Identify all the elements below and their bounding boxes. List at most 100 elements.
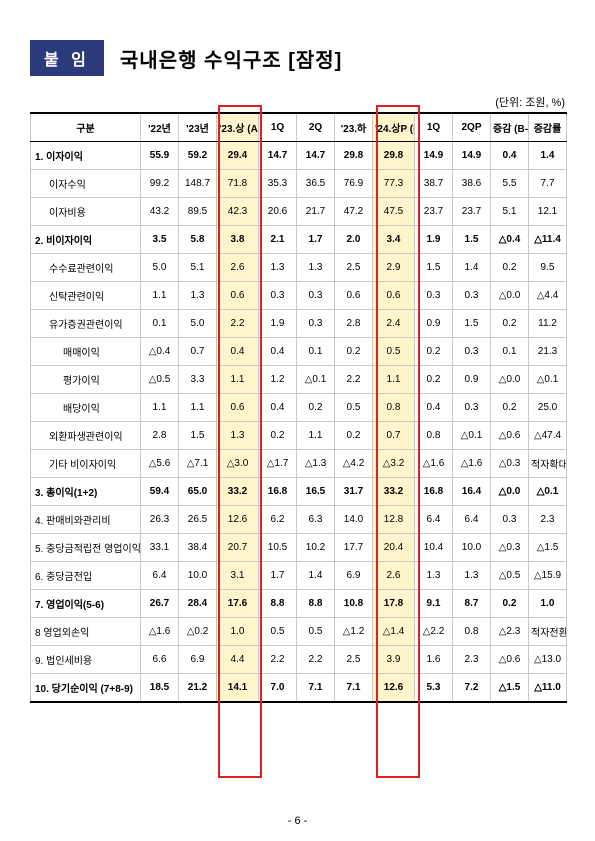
row-label: 5. 충당금적립전 영업이익(3-4): [31, 534, 141, 562]
col-q2a: 2Q: [297, 113, 335, 142]
row-label: 2. 비이자이익: [31, 226, 141, 254]
cell: 16.5: [297, 478, 335, 506]
table-row: 매매이익△0.40.70.40.40.10.20.50.20.30.121.3: [31, 338, 567, 366]
cell: 적자전환: [529, 618, 567, 646]
cell: 0.2: [491, 394, 529, 422]
cell: 3.8: [217, 226, 259, 254]
cell: 5.5: [491, 170, 529, 198]
row-label: 외환파생관련이익: [31, 422, 141, 450]
col-y23: '23년: [179, 113, 217, 142]
cell: 1.3: [179, 282, 217, 310]
cell: 28.4: [179, 590, 217, 618]
cell: 1.3: [259, 254, 297, 282]
cell: 7.2: [453, 674, 491, 703]
cell: 1.5: [453, 310, 491, 338]
cell: 1.4: [297, 562, 335, 590]
cell: △0.1: [297, 366, 335, 394]
cell: 42.3: [217, 198, 259, 226]
cell: 0.6: [373, 282, 415, 310]
cell: 7.1: [335, 674, 373, 703]
table-row: 8 영업외손익△1.6△0.21.00.50.5△1.2△1.4△2.20.8△…: [31, 618, 567, 646]
row-label: 이자비용: [31, 198, 141, 226]
cell: △7.1: [179, 450, 217, 478]
cell: 3.3: [179, 366, 217, 394]
cell: △1.6: [141, 618, 179, 646]
cell: 0.5: [259, 618, 297, 646]
page-number: - 6 -: [0, 815, 595, 827]
cell: 2.8: [335, 310, 373, 338]
cell: 1.4: [453, 254, 491, 282]
cell: △4.2: [335, 450, 373, 478]
cell: 12.6: [217, 506, 259, 534]
table-row: 3. 총이익(1+2)59.465.033.216.816.531.733.21…: [31, 478, 567, 506]
cell: 0.1: [491, 338, 529, 366]
cell: 10.5: [259, 534, 297, 562]
row-label: 1. 이자이익: [31, 142, 141, 170]
cell: △0.3: [491, 534, 529, 562]
cell: △0.5: [141, 366, 179, 394]
cell: 0.2: [297, 394, 335, 422]
col-h24b: '24.상P (B): [373, 113, 415, 142]
row-label: 4. 판매비와관리비: [31, 506, 141, 534]
cell: 5.0: [179, 310, 217, 338]
col-diff: 증감 (B-A): [491, 113, 529, 142]
cell: 0.2: [415, 366, 453, 394]
cell: 26.7: [141, 590, 179, 618]
cell: 1.6: [415, 646, 453, 674]
row-label: 7. 영업이익(5-6): [31, 590, 141, 618]
cell: △3.0: [217, 450, 259, 478]
cell: 36.5: [297, 170, 335, 198]
cell: △5.6: [141, 450, 179, 478]
cell: 21.7: [297, 198, 335, 226]
cell: 7.7: [529, 170, 567, 198]
cell: 6.4: [415, 506, 453, 534]
row-label: 평가이익: [31, 366, 141, 394]
cell: 0.2: [491, 310, 529, 338]
cell: 1.7: [259, 562, 297, 590]
cell: 2.0: [335, 226, 373, 254]
cell: 89.5: [179, 198, 217, 226]
cell: 2.2: [259, 646, 297, 674]
cell: 0.1: [297, 338, 335, 366]
cell: 0.2: [415, 338, 453, 366]
cell: 1.5: [415, 254, 453, 282]
cell: 1.9: [259, 310, 297, 338]
cell: 5.1: [491, 198, 529, 226]
cell: 33.2: [217, 478, 259, 506]
cell: 2.9: [373, 254, 415, 282]
cell: 1.5: [179, 422, 217, 450]
cell: 10.8: [335, 590, 373, 618]
cell: 16.8: [415, 478, 453, 506]
cell: 적자확대: [529, 450, 567, 478]
cell: 0.9: [415, 310, 453, 338]
row-label: 기타 비이자이익: [31, 450, 141, 478]
cell: △1.6: [453, 450, 491, 478]
cell: 14.1: [217, 674, 259, 703]
cell: 0.5: [373, 338, 415, 366]
cell: 20.6: [259, 198, 297, 226]
cell: 0.7: [373, 422, 415, 450]
cell: △0.6: [491, 646, 529, 674]
cell: 12.6: [373, 674, 415, 703]
cell: 1.1: [141, 282, 179, 310]
cell: 6.2: [259, 506, 297, 534]
cell: 0.2: [491, 590, 529, 618]
cell: 2.5: [335, 254, 373, 282]
cell: 14.9: [415, 142, 453, 170]
header: 붙 임 국내은행 수익구조 [잠정]: [30, 40, 565, 76]
cell: 5.8: [179, 226, 217, 254]
cell: 0.8: [373, 394, 415, 422]
cell: 5.0: [141, 254, 179, 282]
row-label: 배당이익: [31, 394, 141, 422]
row-label: 유가증권관련이익: [31, 310, 141, 338]
cell: △15.9: [529, 562, 567, 590]
cell: 0.4: [259, 338, 297, 366]
cell: 9.1: [415, 590, 453, 618]
cell: 2.5: [335, 646, 373, 674]
cell: 1.3: [217, 422, 259, 450]
cell: △1.5: [529, 534, 567, 562]
cell: 2.8: [141, 422, 179, 450]
cell: 23.7: [415, 198, 453, 226]
col-q1a: 1Q: [259, 113, 297, 142]
table-row: 5. 충당금적립전 영업이익(3-4)33.138.420.710.510.21…: [31, 534, 567, 562]
